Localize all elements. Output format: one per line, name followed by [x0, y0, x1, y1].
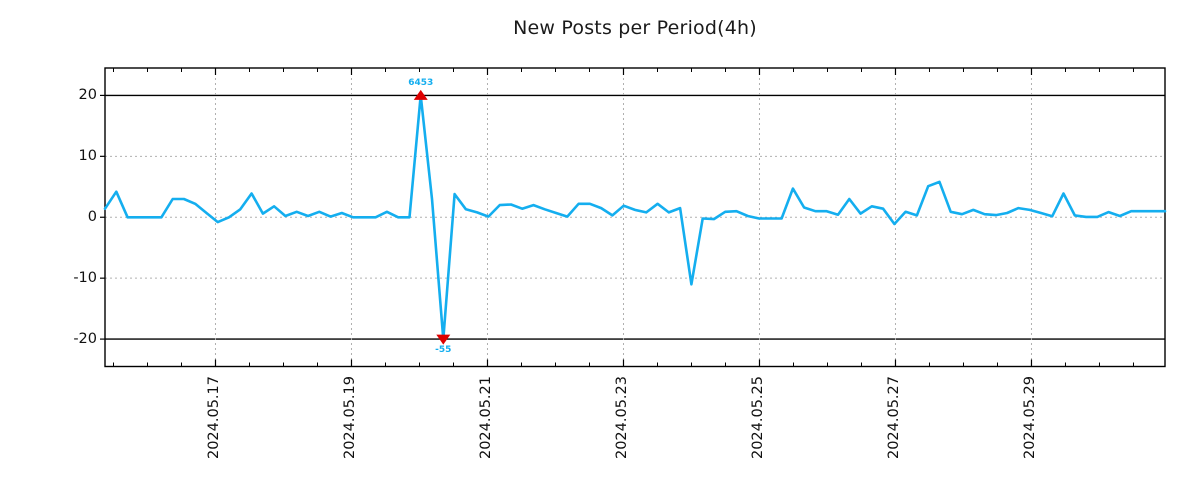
- triangle-down-marker: [436, 334, 451, 345]
- y-tick-label: 20: [78, 87, 97, 104]
- y-tick-label: -20: [73, 331, 97, 348]
- y-tick-label: 10: [78, 148, 97, 165]
- y-tick-label: -10: [73, 270, 97, 287]
- plot-border: [104, 67, 1166, 368]
- x-tick-label: 2024.05.29: [1022, 375, 1039, 459]
- value-annotation: -55: [435, 345, 452, 356]
- x-tick-label: 2024.05.21: [478, 375, 495, 459]
- x-tick-label: 2024.05.19: [342, 375, 359, 459]
- triangle-up-marker: [413, 89, 428, 100]
- x-tick-label: 2024.05.27: [886, 375, 903, 459]
- value-annotation: 6453: [408, 78, 434, 89]
- x-tick-label: 2024.05.17: [206, 375, 223, 459]
- chart-title: New Posts per Period(4h): [513, 17, 757, 39]
- data-series-line: [103, 94, 1167, 341]
- x-tick-label: 2024.05.23: [614, 375, 631, 459]
- y-tick-label: 0: [87, 209, 97, 226]
- x-tick-label: 2024.05.25: [750, 375, 767, 459]
